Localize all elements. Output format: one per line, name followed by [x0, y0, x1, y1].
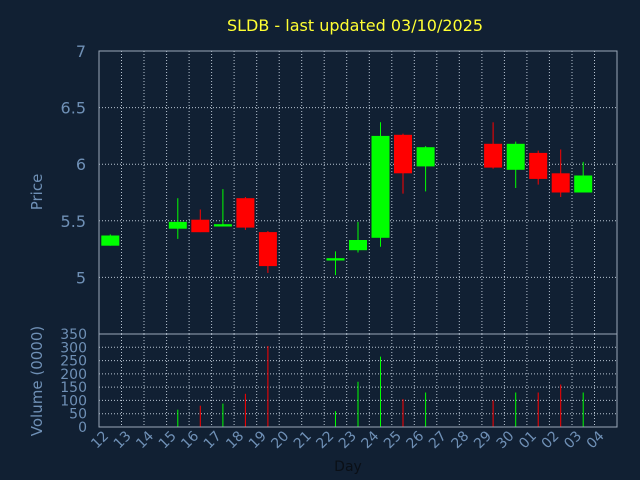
- candle-body: [258, 232, 277, 267]
- price-tick-label: 6.5: [61, 99, 86, 118]
- candle-body: [349, 240, 367, 251]
- price-axis-ticks: 5 5.5 6 6.5 7: [61, 42, 86, 287]
- volume-axis-label: Volume (0000): [28, 326, 46, 436]
- price-candles: [101, 122, 593, 276]
- price-tick-label: 5.5: [61, 212, 86, 231]
- volume-tick-label: 350: [60, 327, 87, 343]
- volume-tick-label: 250: [60, 354, 87, 370]
- candle-body: [101, 235, 120, 246]
- volume-tick-label: 150: [60, 380, 87, 396]
- candle-body: [551, 173, 570, 193]
- candle-body: [371, 135, 390, 238]
- volume-tick-label: 300: [60, 340, 87, 356]
- volume-tick-label: 0: [78, 420, 87, 436]
- candle-body: [529, 152, 548, 179]
- candle-body: [326, 258, 345, 261]
- volume-tick-label: 100: [60, 393, 87, 409]
- candle-body: [213, 224, 232, 227]
- volume-plot-border: [98, 333, 618, 428]
- candle-body: [394, 134, 412, 174]
- volume-tick-label: 50: [69, 407, 87, 423]
- volume-bars: [177, 346, 584, 427]
- price-axis-label: Price: [28, 174, 46, 211]
- candle-body: [168, 221, 187, 229]
- price-grid: [99, 51, 617, 334]
- price-tick-label: 5: [76, 268, 86, 287]
- x-axis-ticks: 1213141516171819202122232425262728293001…: [88, 428, 607, 452]
- candle-body: [416, 147, 435, 167]
- volume-tick-label: 200: [60, 367, 87, 383]
- candle-body: [191, 219, 210, 233]
- x-axis-label: Day: [334, 459, 362, 475]
- candle-body: [236, 198, 255, 228]
- price-tick-label: 7: [76, 42, 86, 61]
- candle-body: [574, 175, 593, 193]
- price-tick-label: 6: [76, 155, 86, 174]
- chart-title: SLDB - last updated 03/10/2025: [227, 16, 483, 35]
- candle-body: [484, 143, 503, 168]
- candle-body: [506, 143, 525, 170]
